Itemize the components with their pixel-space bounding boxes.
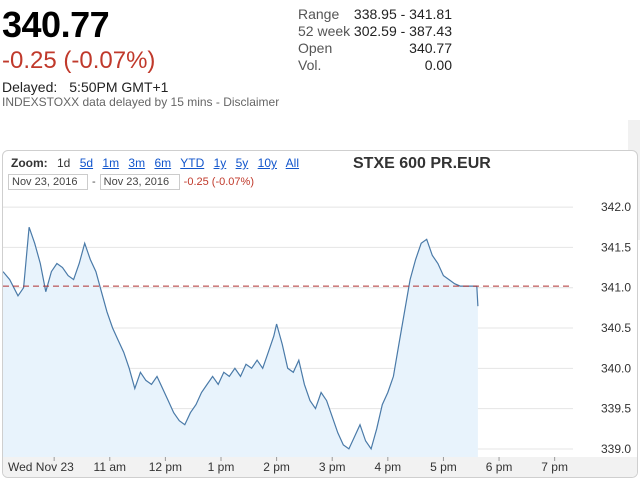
price-line <box>3 227 479 451</box>
quote-change: -0.25 (-0.07%) <box>2 47 156 74</box>
y-tick-label: 342.0 <box>601 200 631 214</box>
y-tick-label: 340.0 <box>601 361 631 375</box>
stat-label: 52 week <box>298 23 351 39</box>
zoom-6m[interactable]: 6m <box>154 156 172 170</box>
stat-row-volume: Vol. 0.00 <box>298 57 452 74</box>
stat-row-open: Open 340.77 <box>298 40 452 57</box>
zoom-5d[interactable]: 5d <box>79 156 94 170</box>
stat-row-range: Range 338.95 - 341.81 <box>298 6 452 23</box>
delayed-time: 5:50PM GMT+1 <box>69 79 169 95</box>
stat-value: 302.59 - 387.43 <box>353 23 452 39</box>
delayed-label: Delayed: <box>2 79 58 95</box>
x-tick-label: 6 pm <box>486 460 513 474</box>
zoom-3m[interactable]: 3m <box>128 156 146 170</box>
range-change: -0.25 (-0.07%) <box>183 176 254 188</box>
zoom-label: Zoom: <box>11 156 48 170</box>
zoom-5y[interactable]: 5y <box>235 156 249 170</box>
y-tick-label: 341.5 <box>601 240 631 254</box>
stats-panel: Range 338.95 - 341.81 52 week 302.59 - 3… <box>298 6 452 74</box>
start-date-field[interactable]: Nov 23, 2016 <box>8 174 88 190</box>
chart-title: STXE 600 PR.EUR <box>353 155 491 172</box>
stat-value: 340.77 <box>409 40 452 56</box>
x-tick-label: 7 pm <box>541 460 568 474</box>
x-tick-label: 2 pm <box>263 460 290 474</box>
quote-price: 340.77 <box>2 4 110 45</box>
y-tick-label: 339.0 <box>601 442 631 456</box>
zoom-bar: Zoom: 1d 5d 1m 3m 6m YTD 1y 5y 10y All <box>11 156 305 170</box>
x-axis-bar <box>3 457 637 477</box>
x-tick-label: 5 pm <box>430 460 457 474</box>
y-tick-label: 340.5 <box>601 321 631 335</box>
date-separator: - <box>92 176 96 188</box>
zoom-1d[interactable]: 1d <box>57 156 71 170</box>
chart-canvas[interactable]: 339.0 339.5 340.0 340.5 341.0 341.5 342.0 Wed N… <box>3 151 637 477</box>
y-tick-label: 341.0 <box>601 281 631 295</box>
stat-label: Open <box>298 40 333 56</box>
x-tick-label: Wed Nov 23 <box>8 460 74 474</box>
zoom-ytd[interactable]: YTD <box>180 156 205 170</box>
zoom-1y[interactable]: 1y <box>213 156 227 170</box>
zoom-all[interactable]: All <box>285 156 300 170</box>
x-tick-label: 12 pm <box>149 460 182 474</box>
stat-value: 338.95 - 341.81 <box>353 6 452 22</box>
end-date-field[interactable]: Nov 23, 2016 <box>99 174 180 190</box>
price-chart[interactable]: 339.0 339.5 340.0 340.5 341.0 341.5 342.0 Wed N… <box>2 150 638 478</box>
x-tick-label: 4 pm <box>374 460 401 474</box>
date-range: Nov 23, 2016- Nov 23, 2016 -0.25 (-0.07%) <box>8 174 254 190</box>
price-area <box>3 227 478 457</box>
x-tick-label: 11 am <box>94 460 126 474</box>
stat-label: Range <box>298 6 340 22</box>
y-tick-label: 339.5 <box>601 402 631 416</box>
zoom-1m[interactable]: 1m <box>102 156 120 170</box>
x-tick-label: 1 pm <box>208 460 235 474</box>
stat-value: 0.00 <box>424 57 452 73</box>
zoom-10y[interactable]: 10y <box>257 156 277 170</box>
delayed-status: Delayed: 5:50PM GMT+1 <box>2 79 168 95</box>
x-tick-label: 3 pm <box>319 460 346 474</box>
stat-row-52-week: 52 week 302.59 - 387.43 <box>298 23 452 40</box>
stat-label: Vol. <box>298 57 322 73</box>
source-note[interactable]: INDEXSTOXX data delayed by 15 mins - Dis… <box>2 95 280 109</box>
